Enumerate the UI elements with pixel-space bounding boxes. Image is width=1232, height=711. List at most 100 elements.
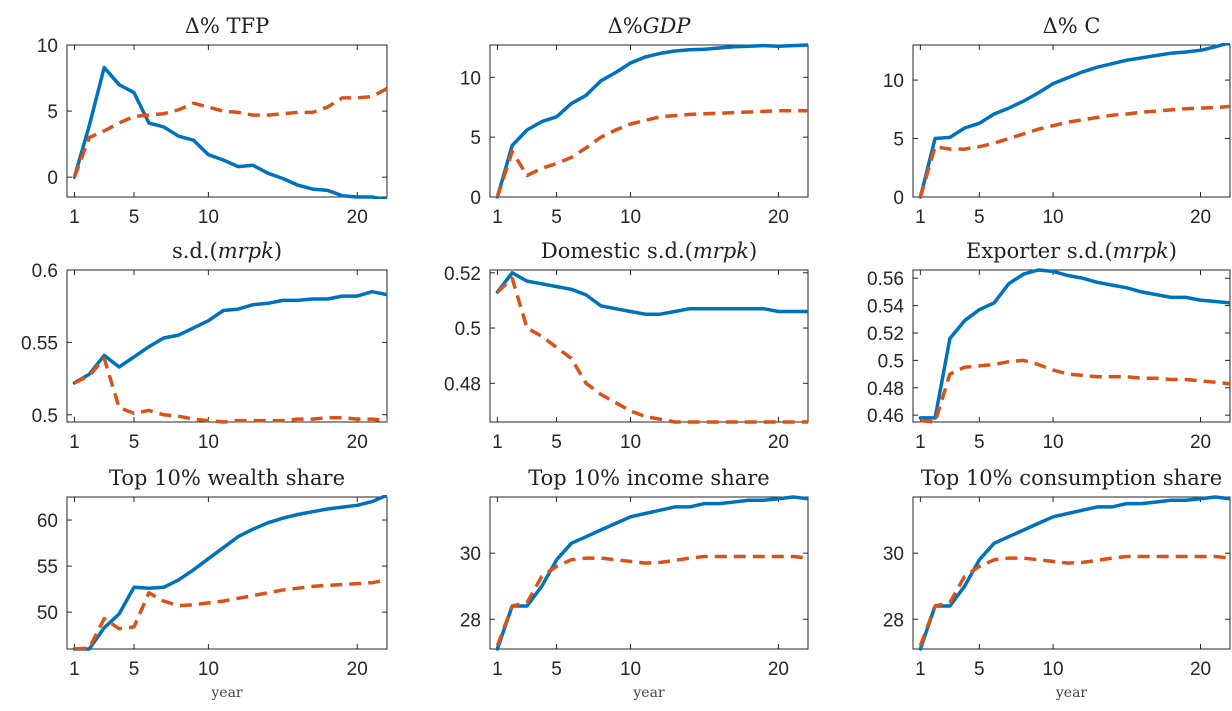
title-text: Δ% bbox=[608, 14, 643, 38]
y-tick-label: 10 bbox=[883, 71, 904, 92]
y-tick-label: 0.55 bbox=[21, 333, 58, 354]
series-line-dashed bbox=[74, 578, 387, 651]
x-tick-label: 20 bbox=[347, 659, 368, 680]
series-line-dashed bbox=[72, 87, 387, 178]
subplot-9: 1 5 10 20 28 30 Top 10% consumption share year bbox=[883, 466, 1231, 701]
y-tick-label: 30 bbox=[883, 544, 904, 565]
axes-box bbox=[489, 269, 809, 423]
y-tick-label: 0.46 bbox=[867, 406, 904, 427]
y-tick-label: 0.5 bbox=[878, 351, 904, 372]
x-tick-label: 5 bbox=[551, 207, 562, 228]
subplot-1: 1 5 10 20 0 5 10 Δ% TFP bbox=[37, 14, 388, 228]
y-tick-label: 0.6 bbox=[32, 261, 58, 282]
series-line-dashed bbox=[496, 276, 808, 424]
subplot-title: Top 10% wealth share bbox=[109, 466, 345, 490]
subplot-title: s.d.(mrpk) bbox=[172, 239, 282, 263]
x-tick-label: 10 bbox=[620, 659, 641, 680]
title-text: Top 10% income share bbox=[528, 466, 769, 490]
title-text: Top 10% consumption share bbox=[921, 466, 1222, 490]
x-tick-label: 5 bbox=[974, 659, 985, 680]
x-tick-label: 1 bbox=[69, 207, 80, 228]
y-tick-label: 28 bbox=[883, 610, 904, 631]
x-tick-label: 10 bbox=[1042, 207, 1063, 228]
x-tick-label: 10 bbox=[1042, 432, 1063, 453]
title-italic-text: mrpk bbox=[693, 239, 749, 263]
title-text: Top 10% wealth share bbox=[109, 466, 345, 490]
x-tick-label: 10 bbox=[198, 432, 219, 453]
title-end-text: ) bbox=[749, 239, 757, 263]
subplot-4: 1 5 10 20 0.5 0.55 0.6 s.d.(mrpk) bbox=[21, 239, 388, 453]
title-italic-text: mrpk bbox=[1113, 239, 1169, 263]
title-end-text: ) bbox=[274, 239, 282, 263]
y-tick-label: 0.52 bbox=[867, 324, 904, 345]
x-tick-label: 20 bbox=[1190, 432, 1211, 453]
x-tick-label: 1 bbox=[69, 432, 80, 453]
x-tick-label: 10 bbox=[198, 659, 219, 680]
axes-box bbox=[489, 496, 809, 650]
x-tick-label: 5 bbox=[551, 432, 562, 453]
title-text: Domestic s.d.( bbox=[541, 239, 693, 263]
x-tick-label: 1 bbox=[69, 659, 80, 680]
x-tick-label: 20 bbox=[1190, 659, 1211, 680]
y-tick-label: 0.48 bbox=[444, 374, 481, 395]
axes-box bbox=[489, 44, 809, 198]
series-line-solid bbox=[72, 65, 387, 199]
subplot-title: Top 10% consumption share bbox=[921, 466, 1222, 490]
series-line-solid bbox=[72, 495, 387, 651]
y-tick-label: 0 bbox=[47, 168, 58, 189]
y-tick-label: 10 bbox=[37, 36, 58, 57]
y-tick-label: 5 bbox=[47, 102, 58, 123]
series-line-solid bbox=[72, 289, 387, 385]
x-axis-label: year bbox=[1055, 685, 1088, 701]
y-tick-label: 28 bbox=[460, 610, 481, 631]
series-line-dashed bbox=[73, 356, 387, 424]
series-line-solid bbox=[495, 43, 808, 199]
title-end-text: ) bbox=[1169, 239, 1177, 263]
title-italic-text: GDP bbox=[643, 14, 692, 38]
subplot-8: 1 5 10 20 28 30 Top 10% income share year bbox=[460, 466, 809, 701]
title-text: Δ% TFP bbox=[185, 14, 270, 38]
axes-box bbox=[66, 496, 388, 650]
subplot-title: Δ% TFP bbox=[185, 14, 270, 38]
y-tick-label: 30 bbox=[460, 544, 481, 565]
x-tick-label: 5 bbox=[551, 659, 562, 680]
y-tick-label: 0.52 bbox=[444, 264, 481, 285]
x-tick-label: 20 bbox=[1190, 207, 1211, 228]
subplot-2: 1 5 10 20 0 5 10 Δ%GDP bbox=[460, 14, 809, 228]
axes-box bbox=[912, 269, 1231, 423]
title-text: Exporter s.d.( bbox=[966, 239, 1113, 263]
x-tick-label: 1 bbox=[915, 659, 926, 680]
x-tick-label: 10 bbox=[620, 207, 641, 228]
x-tick-label: 20 bbox=[347, 207, 368, 228]
y-tick-label: 0.5 bbox=[455, 319, 481, 340]
y-tick-label: 10 bbox=[460, 68, 481, 89]
series-line-dashed bbox=[920, 358, 1230, 424]
y-tick-label: 0.48 bbox=[867, 379, 904, 400]
title-text: s.d.( bbox=[172, 239, 218, 263]
subplot-title: Δ%GDP bbox=[608, 14, 692, 38]
series-line-solid bbox=[918, 43, 1230, 199]
x-tick-label: 5 bbox=[974, 432, 985, 453]
x-tick-label: 10 bbox=[1042, 659, 1063, 680]
series-line-dashed bbox=[495, 109, 808, 198]
y-tick-label: 5 bbox=[470, 128, 481, 149]
x-tick-label: 1 bbox=[915, 432, 926, 453]
x-tick-label: 1 bbox=[915, 207, 926, 228]
x-tick-label: 20 bbox=[768, 659, 789, 680]
subplot-7: 1 5 10 20 50 55 60 Top 10% wealth share year bbox=[37, 466, 388, 701]
x-tick-label: 5 bbox=[974, 207, 985, 228]
axes-box bbox=[912, 44, 1231, 198]
series-line-solid bbox=[918, 495, 1230, 651]
y-tick-label: 0.56 bbox=[867, 269, 904, 290]
y-tick-label: 50 bbox=[37, 603, 58, 624]
series-line-solid bbox=[918, 268, 1230, 420]
x-tick-label: 1 bbox=[492, 432, 503, 453]
subplot-6: 1 5 10 20 0.46 0.48 0.5 0.52 0.54 0.56 Exporter s.… bbox=[867, 239, 1231, 453]
y-tick-label: 0.54 bbox=[867, 297, 904, 318]
subplot-3: 1 5 10 20 0 5 10 Δ% C bbox=[883, 14, 1231, 228]
series-line-dashed bbox=[918, 104, 1230, 198]
y-tick-label: 60 bbox=[37, 511, 58, 532]
x-tick-label: 1 bbox=[492, 659, 503, 680]
series-line-dashed bbox=[495, 554, 808, 647]
x-tick-label: 20 bbox=[347, 432, 368, 453]
